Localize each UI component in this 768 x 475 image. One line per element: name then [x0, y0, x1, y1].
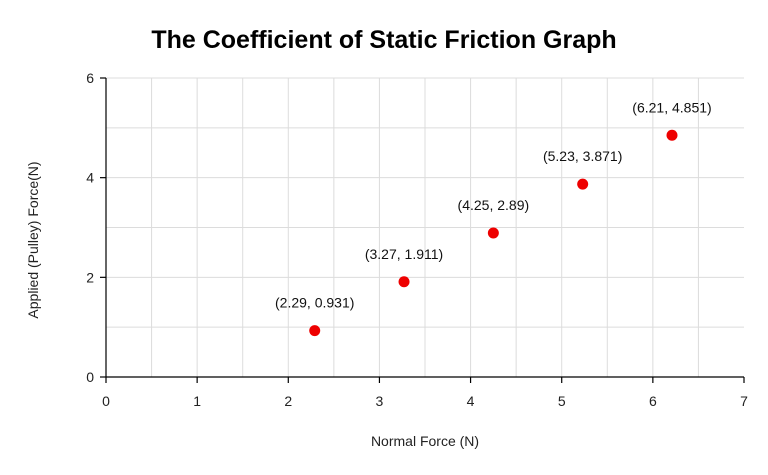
x-tick-label: 4 — [467, 393, 475, 409]
data-point — [487, 227, 499, 239]
x-tick-label: 1 — [193, 393, 201, 409]
x-tick-label: 6 — [649, 393, 657, 409]
x-tick-label: 2 — [284, 393, 292, 409]
y-tick-label: 2 — [86, 269, 94, 285]
data-point — [577, 178, 589, 190]
x-tick-label: 5 — [558, 393, 566, 409]
axes — [100, 77, 745, 383]
data-label: (3.27, 1.911) — [365, 246, 443, 262]
x-tick-label: 3 — [376, 393, 384, 409]
y-tick-label: 4 — [86, 170, 94, 186]
y-tick-label: 0 — [86, 369, 94, 385]
y-axis-label: Applied (Pulley) Force(N) — [25, 161, 41, 318]
x-axis-label: Normal Force (N) — [371, 433, 479, 449]
data-point — [309, 325, 321, 337]
y-tick-label: 6 — [86, 70, 94, 86]
data-label: (6.21, 4.851) — [632, 99, 711, 115]
data-point — [666, 129, 678, 141]
tick-labels: 0 1 2 3 4 5 6 7 0 2 4 6 — [86, 70, 748, 409]
data-label: (5.23, 3.871) — [543, 148, 622, 164]
data-points — [309, 129, 678, 337]
data-label: (2.29, 0.931) — [275, 295, 354, 311]
data-label: (4.25, 2.89) — [458, 197, 530, 213]
data-point — [398, 276, 410, 288]
data-labels: (2.29, 0.931) (3.27, 1.911) (4.25, 2.89) (5… — [275, 99, 712, 310]
chart-title: The Coefficient of Static Friction Graph — [151, 26, 616, 54]
x-tick-label: 0 — [102, 393, 110, 409]
grid-lines — [106, 77, 744, 377]
x-tick-label: 7 — [740, 393, 748, 409]
